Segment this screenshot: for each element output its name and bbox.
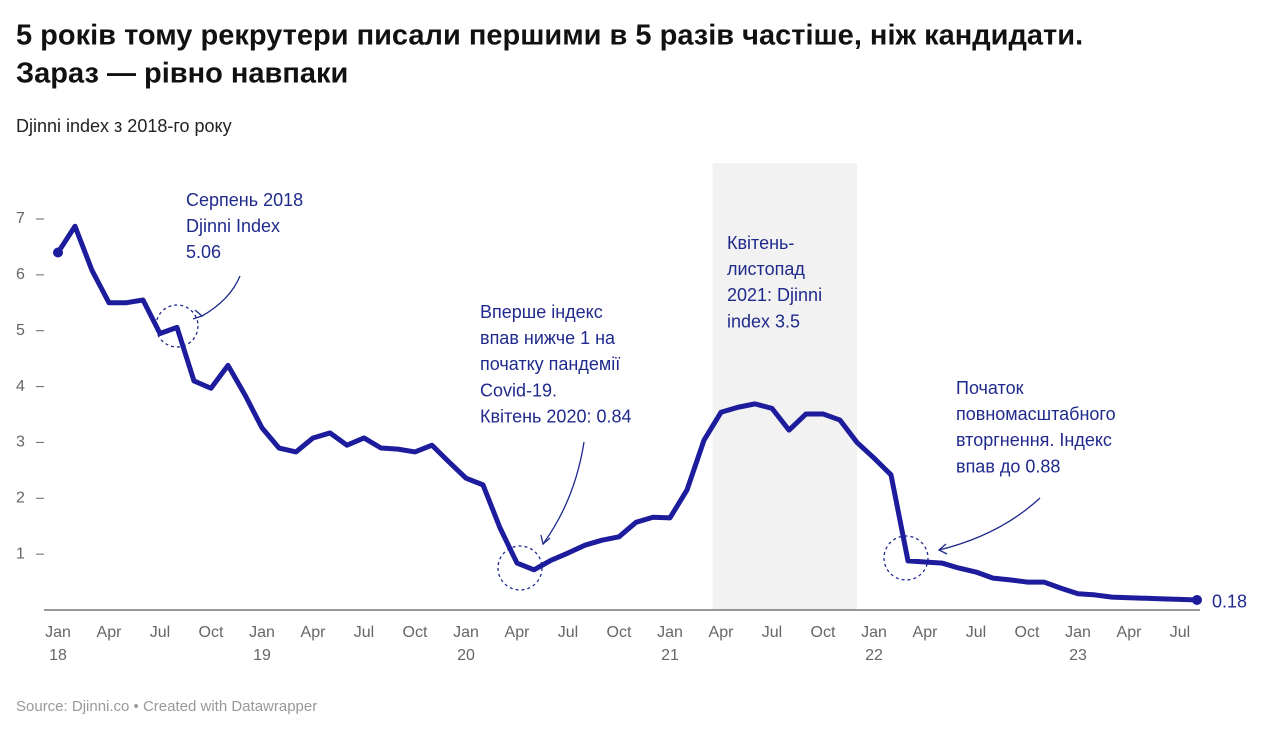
- background-layer: [712, 163, 857, 610]
- start-dot: [53, 247, 63, 258]
- x-tick-label: Apr: [301, 624, 327, 641]
- arrow: [938, 497, 1041, 551]
- line: [55, 223, 1200, 603]
- x-tick-label: Apr: [505, 624, 531, 641]
- source: Source: Djinni.co • Created with Datawra…: [16, 698, 317, 715]
- arrow: [201, 275, 241, 317]
- y-tick-label: 7: [16, 210, 25, 227]
- annotation: листопад: [727, 259, 805, 279]
- x-tick-label: Oct: [403, 624, 428, 641]
- end-label: 0.18: [1212, 592, 1247, 612]
- arrowhead: [937, 543, 948, 555]
- x-tick-year: 19: [253, 647, 271, 664]
- annotation: початку пандемії: [480, 354, 620, 374]
- x-tick-year: 23: [1069, 647, 1087, 664]
- x-tick-year: 20: [457, 647, 475, 664]
- x-tick-label: Jan: [249, 624, 275, 641]
- arrowhead: [192, 309, 204, 320]
- chart-subtitle: Djinni index з 2018-го року: [16, 116, 232, 136]
- annotation: впав нижче 1 на: [480, 328, 616, 348]
- x-tick-label: Apr: [1117, 624, 1143, 641]
- x-tick-label: Oct: [607, 624, 632, 641]
- annotation: 5.06: [186, 242, 221, 262]
- annotation: Серпень 2018: [186, 190, 303, 210]
- annotation: Квітень-: [727, 233, 794, 253]
- arrowhead: [540, 534, 551, 546]
- annotation: Квітень 2020: 0.84: [480, 407, 632, 427]
- annotation: Covid-19.: [480, 380, 557, 400]
- x-tick-label: Apr: [913, 624, 939, 641]
- y-tick-label: 1: [16, 545, 25, 562]
- annotation: повномасштабного: [956, 404, 1116, 424]
- annotation: index 3.5: [727, 311, 800, 331]
- x-tick-year: 18: [49, 647, 67, 664]
- x-tick-label: Apr: [97, 624, 123, 641]
- x-tick-year: 21: [661, 647, 679, 664]
- y-tick-label: 2: [16, 490, 25, 507]
- x-tick-label: Jul: [966, 624, 986, 641]
- y-tick-label: 5: [16, 322, 25, 339]
- x-tick-label: Jan: [453, 624, 479, 641]
- x-tick-label: Jan: [657, 624, 683, 641]
- x-tick-label: Jan: [45, 624, 71, 641]
- x-tick-label: Jan: [861, 624, 887, 641]
- annotation: Djinni Index: [186, 216, 280, 236]
- annotation: Початок: [956, 378, 1024, 398]
- x-tick-label: Oct: [811, 624, 836, 641]
- x-tick-label: Jul: [558, 624, 578, 641]
- y-tick-label: 3: [16, 434, 25, 451]
- y-tick-label: 6: [16, 266, 25, 283]
- annotation: впав до 0.88: [956, 456, 1060, 476]
- chart-title: 5 років тому рекрутери писали першими в …: [16, 20, 1083, 52]
- annotation-marks: [155, 275, 1041, 591]
- y-tick-label: 4: [16, 378, 25, 395]
- annotation: вторгнення. Індекс: [956, 430, 1112, 450]
- callout-circle: [883, 535, 929, 581]
- x-tick-label: Apr: [709, 624, 735, 641]
- x-tick-label: Jul: [762, 624, 782, 641]
- chart-title: Зараз — рівно навпаки: [16, 58, 348, 90]
- arrow: [542, 441, 585, 545]
- callout-circle: [155, 304, 199, 348]
- x-tick-label: Oct: [199, 624, 224, 641]
- x-tick-label: Oct: [1015, 624, 1040, 641]
- x-tick-label: Jul: [354, 624, 374, 641]
- x-tick-label: Jan: [1065, 624, 1091, 641]
- x-tick-year: 22: [865, 647, 883, 664]
- highlight-band: [712, 163, 857, 610]
- end-dot: [1192, 594, 1202, 605]
- x-tick-label: Jul: [1170, 624, 1190, 641]
- annotation: 2021: Djinni: [727, 285, 822, 305]
- annotation: Вперше індекс: [480, 302, 603, 322]
- x-tick-label: Jul: [150, 624, 170, 641]
